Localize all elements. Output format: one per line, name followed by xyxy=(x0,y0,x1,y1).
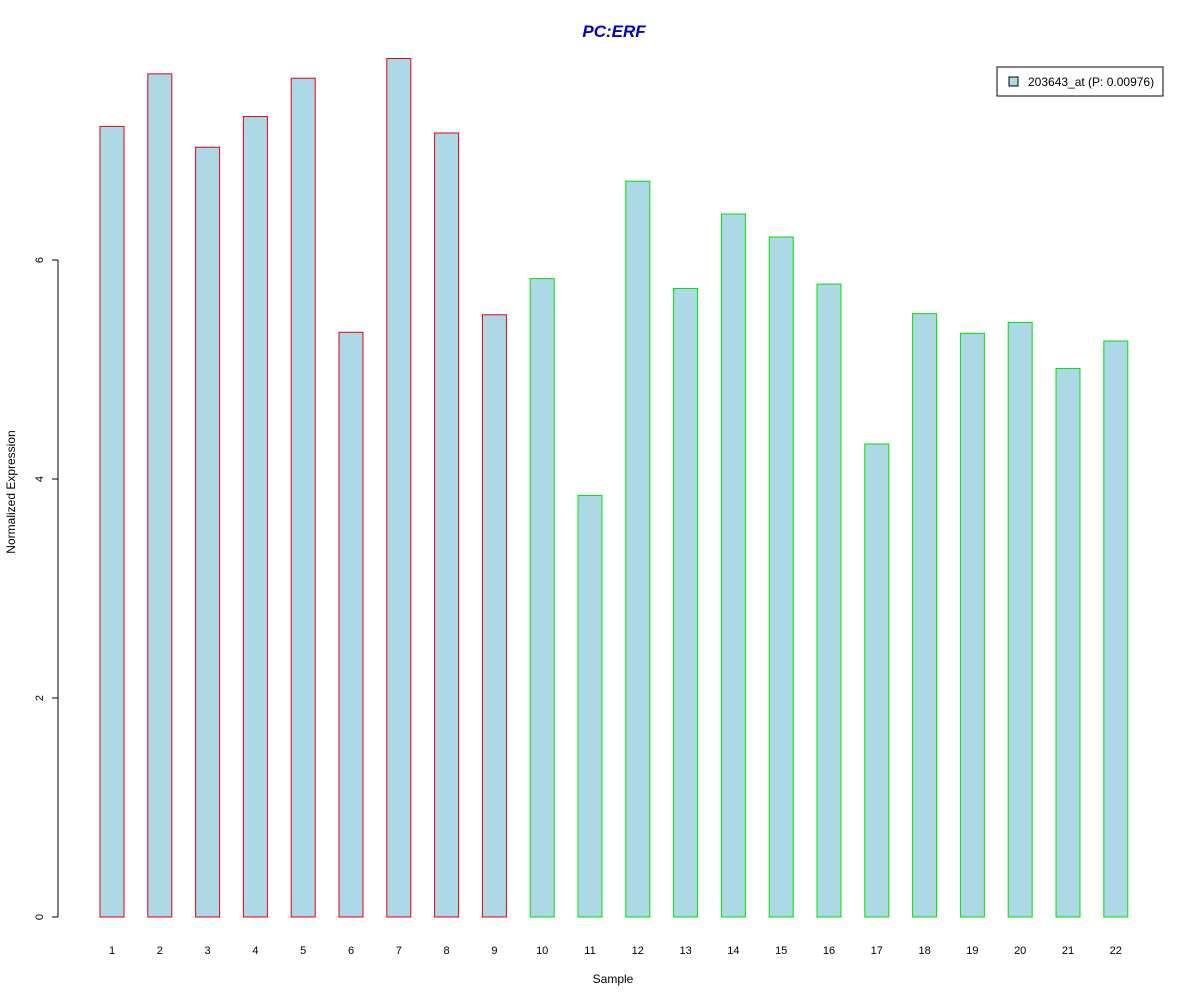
x-axis-label: Sample xyxy=(593,972,634,986)
bar-sample-20 xyxy=(1007,321,1033,918)
bar-sample-10 xyxy=(529,278,555,918)
bar-sample-11 xyxy=(577,494,603,918)
x-tick-label: 5 xyxy=(300,945,306,957)
legend-swatch xyxy=(1008,76,1019,87)
bar-sample-22 xyxy=(1103,340,1129,918)
x-tick-labels: 1 2 3 4 5 6 7 8 9 10 11 12 13 14 15 16 17 18 19 20 21 22 xyxy=(109,945,1122,957)
x-tick-label: 10 xyxy=(536,945,548,957)
bar-sample-12 xyxy=(625,180,651,918)
x-tick-label: 15 xyxy=(775,945,787,957)
legend: 203643_at (P: 0.00976) xyxy=(996,66,1164,97)
bars xyxy=(99,58,1129,918)
bar-sample-1 xyxy=(99,125,125,918)
y-tick-label: 4 xyxy=(34,476,46,482)
bar-sample-14 xyxy=(720,213,746,918)
x-tick-label: 19 xyxy=(966,945,978,957)
x-tick-label: 11 xyxy=(584,945,595,957)
y-axis: 0 2 4 6 xyxy=(34,257,59,920)
x-tick-label: 7 xyxy=(396,945,402,957)
legend-label: 203643_at (P: 0.00976) xyxy=(1028,75,1154,89)
x-tick-label: 18 xyxy=(918,945,930,957)
bar-sample-4 xyxy=(242,116,268,918)
x-tick-label: 14 xyxy=(727,945,739,957)
x-tick-label: 22 xyxy=(1110,945,1122,957)
legend-box xyxy=(996,66,1164,97)
x-tick-label: 6 xyxy=(348,945,354,957)
bar-sample-15 xyxy=(768,236,794,918)
y-tick-label: 6 xyxy=(34,257,46,263)
x-tick-label: 4 xyxy=(252,945,258,957)
bar-sample-17 xyxy=(864,443,890,918)
x-tick-label: 9 xyxy=(491,945,497,957)
x-tick-label: 3 xyxy=(205,945,211,957)
bar-sample-6 xyxy=(338,331,364,918)
bar-sample-8 xyxy=(434,132,460,918)
bar-sample-9 xyxy=(481,314,507,918)
bar-sample-16 xyxy=(816,283,842,918)
x-tick-label: 1 xyxy=(109,945,115,957)
x-tick-label: 17 xyxy=(871,945,883,957)
chart-title: PC:ERF xyxy=(582,22,646,41)
bar-sample-21 xyxy=(1055,367,1081,918)
x-tick-label: 13 xyxy=(679,945,691,957)
bar-sample-5 xyxy=(290,77,316,918)
x-tick-label: 20 xyxy=(1014,945,1026,957)
bar-sample-19 xyxy=(959,332,985,918)
bar-sample-7 xyxy=(386,58,412,918)
x-tick-label: 12 xyxy=(632,945,644,957)
y-tick-label: 2 xyxy=(34,695,46,701)
y-axis-label: Normalized Expression xyxy=(4,430,18,553)
x-tick-label: 16 xyxy=(823,945,835,957)
x-tick-label: 2 xyxy=(157,945,163,957)
x-tick-label: 8 xyxy=(444,945,450,957)
bar-sample-13 xyxy=(673,287,699,918)
y-tick-label: 0 xyxy=(34,914,46,920)
bar-sample-2 xyxy=(147,73,173,918)
bar-sample-18 xyxy=(912,313,938,918)
bar-sample-3 xyxy=(195,146,221,918)
x-tick-label: 21 xyxy=(1062,945,1074,957)
